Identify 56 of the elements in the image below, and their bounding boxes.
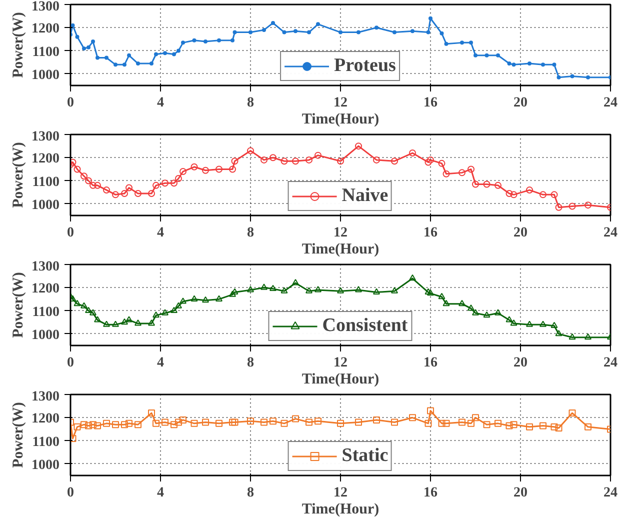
x-tick-label: 24 — [604, 96, 618, 110]
x-tick-label: 12 — [334, 356, 348, 370]
x-tick-label: 8 — [247, 356, 254, 370]
x-tick-label: 0 — [67, 96, 74, 110]
y-tick-label: 1300 — [32, 390, 60, 404]
x-tick-label: 0 — [67, 486, 74, 500]
x-tick-label: 8 — [247, 96, 254, 110]
x-tick-label: 0 — [67, 226, 74, 240]
x-axis-title: Time(Hour) — [302, 242, 380, 258]
x-tick-label: 16 — [424, 226, 438, 240]
y-tick-label: 1100 — [32, 304, 60, 320]
y-tick-label: 1200 — [32, 282, 60, 297]
legend-label: Proteus — [334, 55, 396, 77]
x-tick-label: 20 — [514, 226, 528, 240]
x-tick-label: 4 — [157, 96, 164, 110]
x-tick-label: 12 — [334, 96, 348, 110]
x-tick-label: 4 — [157, 356, 164, 370]
x-tick-label: 16 — [424, 486, 438, 500]
x-tick-label: 20 — [514, 96, 528, 110]
x-tick-label: 16 — [424, 356, 438, 370]
y-tick-label: 1300 — [32, 260, 60, 274]
y-tick-label: 1100 — [32, 434, 60, 450]
y-tick-label: 1000 — [32, 68, 60, 83]
x-tick-label: 0 — [67, 356, 74, 370]
y-tick-label: 1200 — [32, 22, 60, 37]
y-tick-label: 1200 — [32, 152, 60, 167]
x-axis-title: Time(Hour) — [302, 502, 380, 518]
y-axis-title: Power(W) — [10, 272, 26, 338]
x-axis-title: Time(Hour) — [302, 112, 380, 128]
x-tick-label: 20 — [514, 356, 528, 370]
x-axis-title: Time(Hour) — [302, 372, 380, 388]
legend-label: Static — [342, 445, 388, 467]
y-tick-label: 1300 — [32, 130, 60, 144]
x-tick-label: 24 — [604, 486, 618, 500]
x-tick-label: 16 — [424, 96, 438, 110]
y-axis-title: Power(W) — [10, 142, 26, 208]
y-axis-title: Power(W) — [10, 402, 26, 468]
x-tick-label: 12 — [334, 226, 348, 240]
y-tick-label: 1000 — [32, 328, 60, 343]
y-tick-label: 1000 — [32, 198, 60, 213]
legend-label: Consistent — [322, 315, 408, 337]
x-tick-label: 4 — [157, 226, 164, 240]
y-tick-label: 1200 — [32, 412, 60, 427]
y-axis-title: Power(W) — [10, 12, 26, 78]
x-tick-label: 8 — [247, 486, 254, 500]
x-tick-label: 24 — [604, 356, 618, 370]
x-tick-label: 24 — [604, 226, 618, 240]
y-tick-label: 1100 — [32, 44, 60, 60]
x-tick-label: 12 — [334, 486, 348, 500]
legend-label: Naive — [342, 185, 388, 207]
x-tick-label: 20 — [514, 486, 528, 500]
y-tick-label: 1300 — [32, 0, 60, 14]
y-tick-label: 1000 — [32, 458, 60, 473]
y-tick-label: 1100 — [32, 174, 60, 190]
x-tick-label: 4 — [157, 486, 164, 500]
x-tick-label: 8 — [247, 226, 254, 240]
